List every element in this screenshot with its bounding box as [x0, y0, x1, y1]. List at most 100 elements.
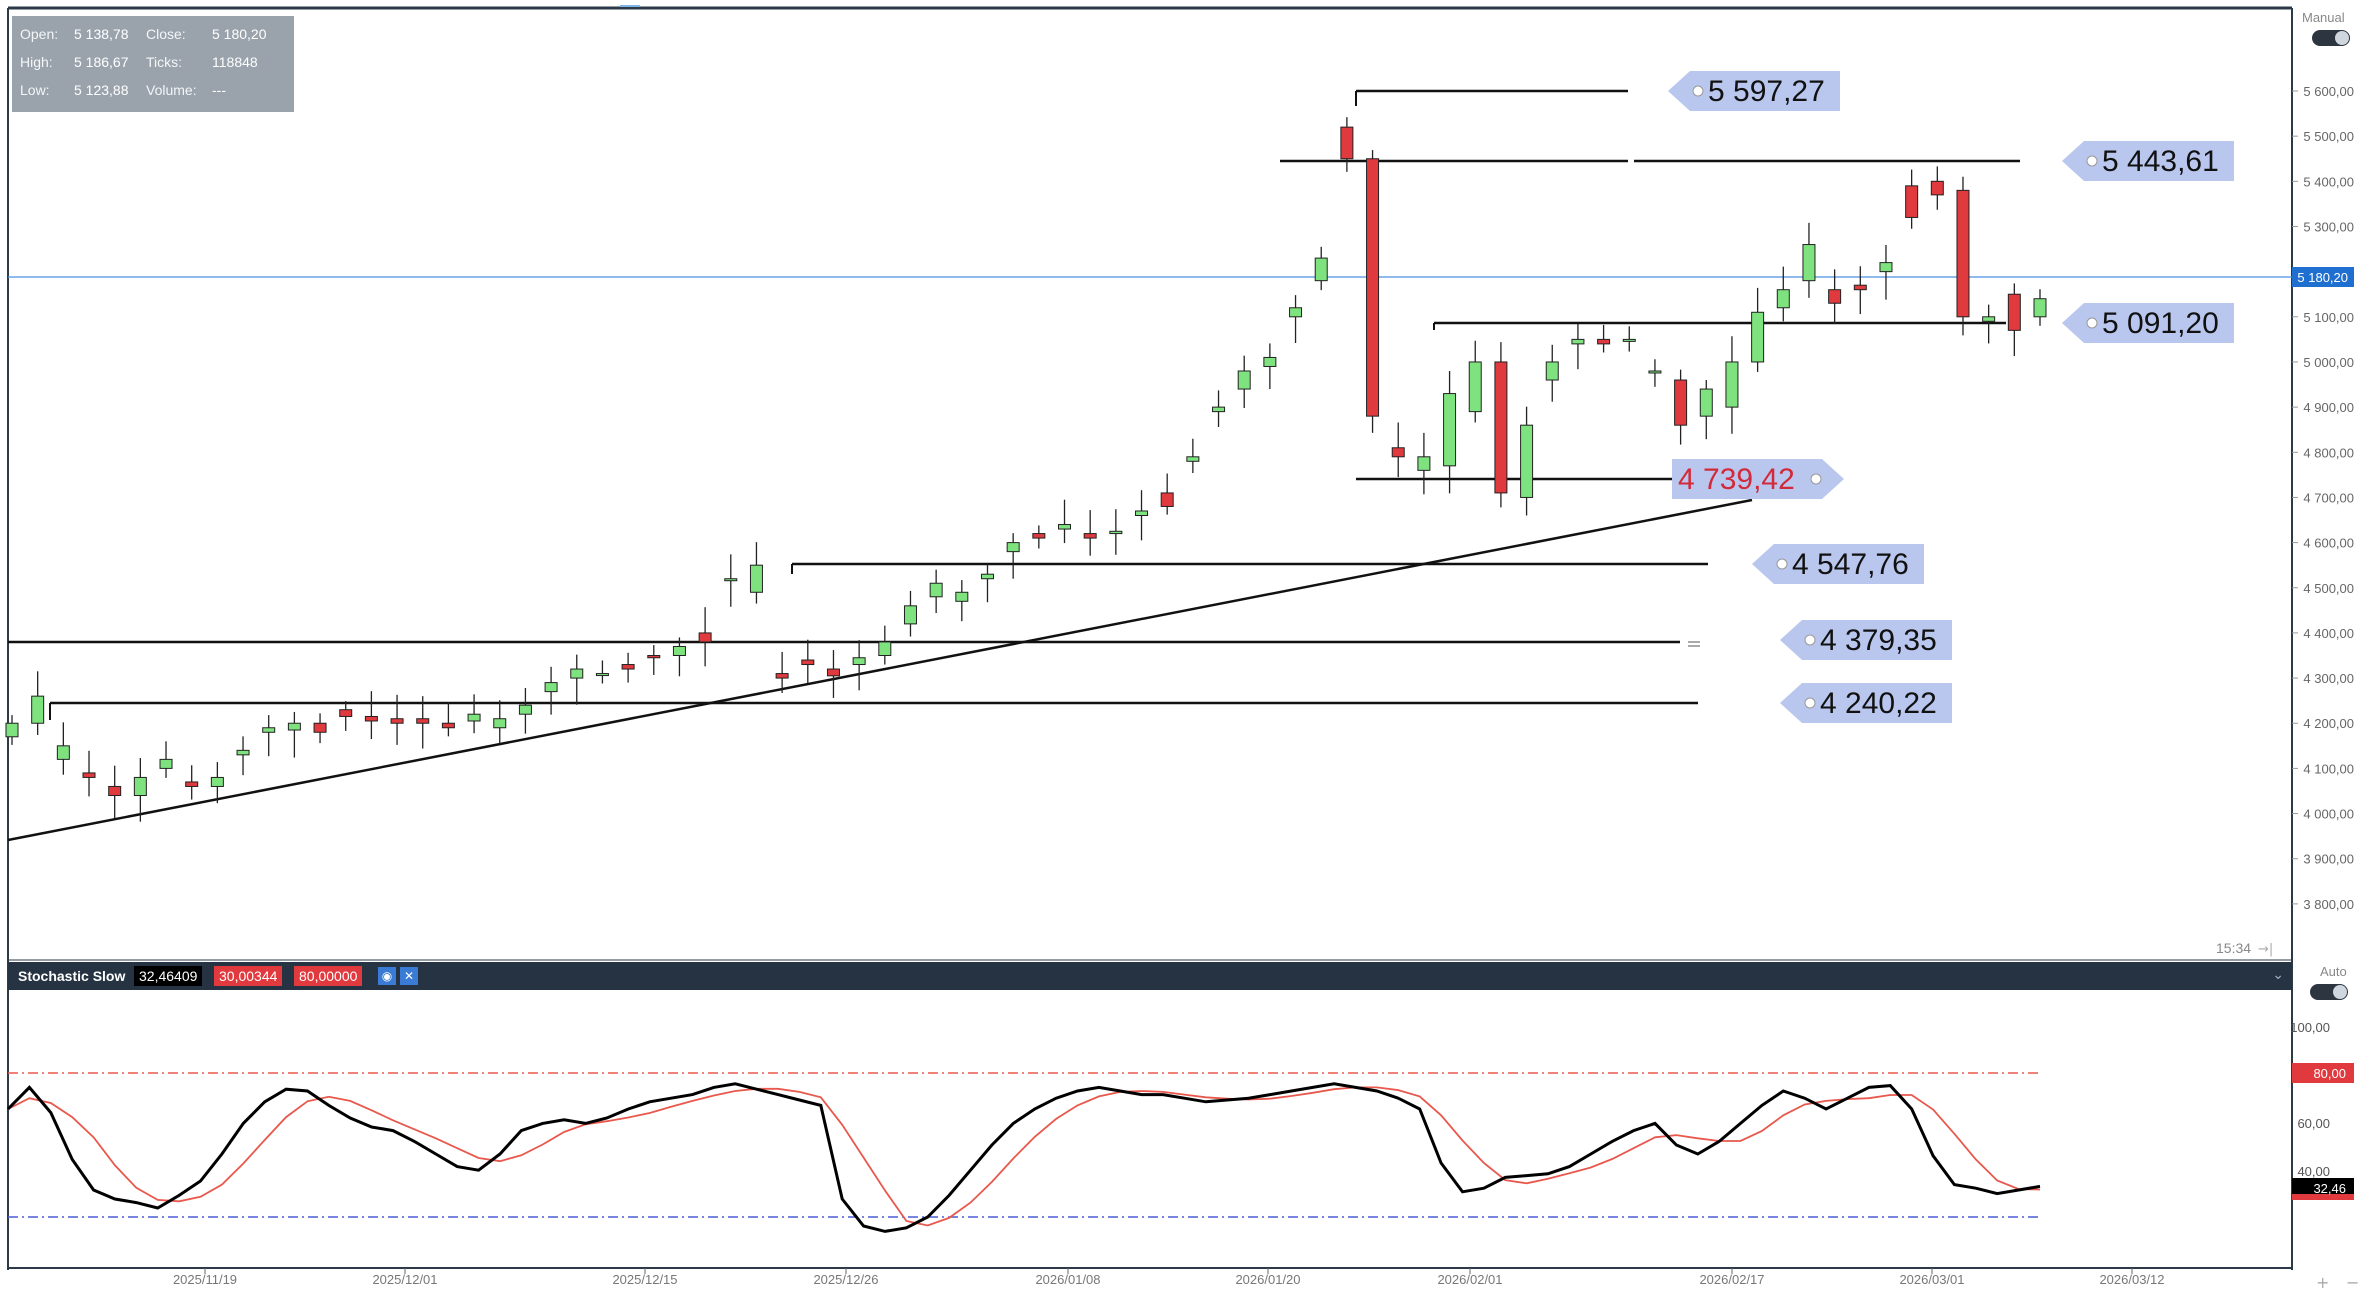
- candle[interactable]: [1725, 336, 1739, 434]
- candle[interactable]: [287, 711, 301, 758]
- candle[interactable]: [1622, 326, 1636, 352]
- candle[interactable]: [159, 741, 173, 778]
- candle[interactable]: [1443, 370, 1457, 494]
- stoch-d-line[interactable]: [7, 1086, 2041, 1227]
- level-tag[interactable]: 5 091,20: [2062, 303, 2234, 343]
- candle[interactable]: [467, 694, 481, 734]
- candle[interactable]: [518, 688, 532, 734]
- candle[interactable]: [929, 569, 943, 614]
- close-icon[interactable]: ✕: [400, 967, 418, 985]
- candle[interactable]: [1597, 324, 1611, 353]
- minus-icon[interactable]: −: [2346, 1273, 2359, 1292]
- candle[interactable]: [1853, 266, 1867, 315]
- candle[interactable]: [364, 691, 378, 740]
- candle[interactable]: [1751, 287, 1765, 372]
- candle[interactable]: [441, 702, 455, 737]
- candle[interactable]: [1982, 304, 1996, 344]
- level-tag-handle[interactable]: [2086, 155, 2098, 167]
- candle[interactable]: [1699, 380, 1713, 440]
- level-tag-handle[interactable]: [1692, 85, 1704, 97]
- candle[interactable]: [1058, 499, 1072, 544]
- level-tag-handle[interactable]: [2086, 317, 2098, 329]
- candle[interactable]: [390, 694, 404, 745]
- candle[interactable]: [1366, 150, 1380, 433]
- candle[interactable]: [1083, 510, 1097, 556]
- candle[interactable]: [1545, 344, 1559, 402]
- candle[interactable]: [210, 762, 224, 804]
- candle[interactable]: [82, 750, 96, 797]
- candle[interactable]: [108, 765, 122, 819]
- candle[interactable]: [1006, 533, 1020, 579]
- level-tag[interactable]: 4 547,76: [1752, 544, 1924, 584]
- candle[interactable]: [672, 637, 686, 677]
- candle[interactable]: [1237, 355, 1251, 409]
- candle[interactable]: [647, 645, 661, 675]
- candle[interactable]: [1263, 343, 1277, 390]
- candle[interactable]: [31, 671, 45, 735]
- candle[interactable]: [1930, 166, 1944, 210]
- candle[interactable]: [826, 650, 840, 698]
- candle[interactable]: [56, 722, 70, 775]
- eye-icon[interactable]: ◉: [378, 967, 396, 985]
- level-tag[interactable]: 5 443,61: [2062, 141, 2234, 181]
- candle[interactable]: [980, 563, 994, 603]
- candle[interactable]: [955, 580, 969, 622]
- level-tag-handle[interactable]: [1804, 634, 1816, 646]
- candle[interactable]: [236, 736, 250, 776]
- stoch-k-line[interactable]: [6, 1082, 2041, 1233]
- candle[interactable]: [185, 765, 199, 800]
- candle[interactable]: [1391, 422, 1405, 478]
- candle[interactable]: [1212, 390, 1226, 427]
- level-tag-handle[interactable]: [1804, 697, 1816, 709]
- candle[interactable]: [775, 651, 789, 693]
- trend-line[interactable]: [7, 498, 1753, 842]
- candle[interactable]: [544, 666, 558, 715]
- level-tags[interactable]: 5 597,27 5 443,61 5 091,20 4 739,42 4 547,76…: [1668, 71, 2234, 723]
- candle[interactable]: [416, 696, 430, 749]
- candle[interactable]: [1160, 473, 1174, 515]
- candle[interactable]: [1956, 176, 1970, 336]
- candle[interactable]: [1135, 490, 1149, 541]
- level-tag-handle[interactable]: [1776, 558, 1788, 570]
- candle[interactable]: [852, 640, 866, 691]
- drawing-objects[interactable]: [7, 89, 2020, 842]
- candle[interactable]: [621, 652, 635, 683]
- candle[interactable]: [1494, 342, 1508, 508]
- level-tag[interactable]: 4 739,42: [1672, 459, 1844, 499]
- candle[interactable]: [313, 713, 327, 744]
- candle[interactable]: [1520, 406, 1534, 516]
- candle[interactable]: [801, 639, 815, 684]
- candle[interactable]: [1648, 359, 1662, 387]
- plus-icon[interactable]: +: [2316, 1273, 2329, 1292]
- candle[interactable]: [133, 758, 147, 822]
- candle[interactable]: [698, 607, 712, 667]
- scroll-end-icon[interactable]: →|: [2258, 942, 2273, 957]
- candle[interactable]: [595, 660, 609, 684]
- candle[interactable]: [1802, 222, 1816, 298]
- candle[interactable]: [5, 715, 19, 745]
- candle[interactable]: [903, 590, 917, 637]
- candle[interactable]: [570, 654, 584, 705]
- candle[interactable]: [339, 701, 353, 731]
- candle[interactable]: [1571, 323, 1585, 370]
- candle[interactable]: [1314, 246, 1328, 291]
- level-tag-handle[interactable]: [1810, 473, 1822, 485]
- candle[interactable]: [724, 554, 738, 607]
- candle[interactable]: [1674, 369, 1688, 445]
- candle[interactable]: [1340, 117, 1354, 172]
- level-tag[interactable]: 5 597,27: [1668, 71, 1840, 111]
- candle[interactable]: [1828, 269, 1842, 325]
- candle[interactable]: [878, 625, 892, 665]
- candle[interactable]: [1417, 432, 1431, 495]
- candle[interactable]: [1776, 266, 1790, 322]
- candle[interactable]: [1289, 295, 1303, 343]
- candle[interactable]: [1879, 244, 1893, 300]
- candle[interactable]: [2007, 283, 2021, 357]
- candle[interactable]: [1468, 340, 1482, 423]
- candle[interactable]: [1032, 525, 1046, 549]
- candle[interactable]: [749, 542, 763, 604]
- candle[interactable]: [1905, 169, 1919, 229]
- candle[interactable]: [1186, 438, 1200, 474]
